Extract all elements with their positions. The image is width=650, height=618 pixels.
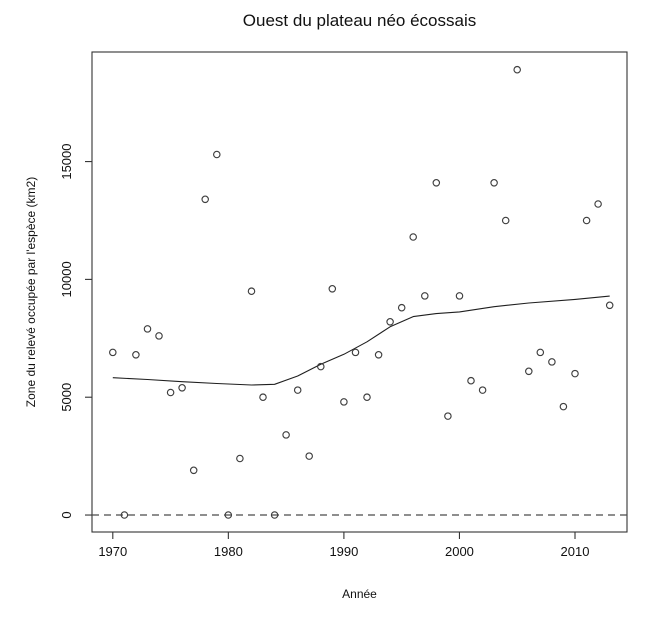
data-point	[421, 292, 429, 300]
data-point	[374, 351, 383, 359]
data-point	[467, 376, 475, 385]
data-point	[455, 292, 464, 300]
data-point	[155, 332, 163, 340]
loess-smooth-line	[112, 295, 610, 386]
data-point	[166, 388, 175, 397]
y-tick-label: 5000	[59, 383, 74, 412]
data-point	[143, 325, 152, 333]
data-point	[397, 303, 406, 312]
x-tick-label: 1990	[329, 544, 358, 559]
data-point	[293, 386, 302, 394]
data-point	[513, 65, 521, 74]
data-point	[490, 179, 498, 187]
data-point	[132, 351, 140, 359]
data-point	[363, 393, 371, 401]
data-point	[548, 358, 556, 366]
x-axis-label: Année	[342, 587, 377, 601]
data-point	[478, 386, 487, 394]
chart-title: Ouest du plateau néo écossais	[242, 11, 477, 30]
data-point	[270, 511, 279, 519]
data-point	[605, 301, 614, 310]
x-tick-label: 1970	[98, 544, 127, 559]
x-tick-label: 2010	[561, 544, 590, 559]
y-tick-label: 10000	[59, 261, 74, 297]
data-point	[571, 369, 579, 378]
y-tick-label: 0	[59, 511, 74, 518]
data-point	[305, 452, 313, 460]
plot-border	[91, 51, 628, 533]
data-point	[189, 466, 198, 475]
data-point	[109, 348, 117, 357]
data-point	[386, 318, 394, 326]
data-point	[120, 511, 129, 519]
data-point	[328, 285, 337, 293]
data-point	[525, 367, 533, 376]
data-point	[317, 362, 325, 371]
data-point	[501, 216, 510, 225]
data-point	[582, 216, 591, 225]
y-tick-label: 15000	[59, 143, 74, 179]
data-point	[444, 412, 452, 420]
data-point	[247, 287, 256, 295]
data-point	[213, 150, 221, 159]
data-point	[236, 454, 244, 463]
data-point	[559, 402, 568, 411]
data-point	[340, 398, 348, 406]
x-tick-label: 1980	[214, 544, 243, 559]
data-point	[351, 348, 360, 357]
data-point	[432, 179, 441, 187]
data-point	[409, 233, 417, 241]
data-point	[536, 348, 545, 357]
data-point	[282, 431, 290, 439]
data-point	[594, 200, 602, 208]
data-point	[201, 195, 209, 204]
x-tick-label: 2000	[445, 544, 474, 559]
data-point	[178, 384, 186, 392]
data-point	[259, 393, 267, 401]
data-point	[224, 511, 233, 519]
